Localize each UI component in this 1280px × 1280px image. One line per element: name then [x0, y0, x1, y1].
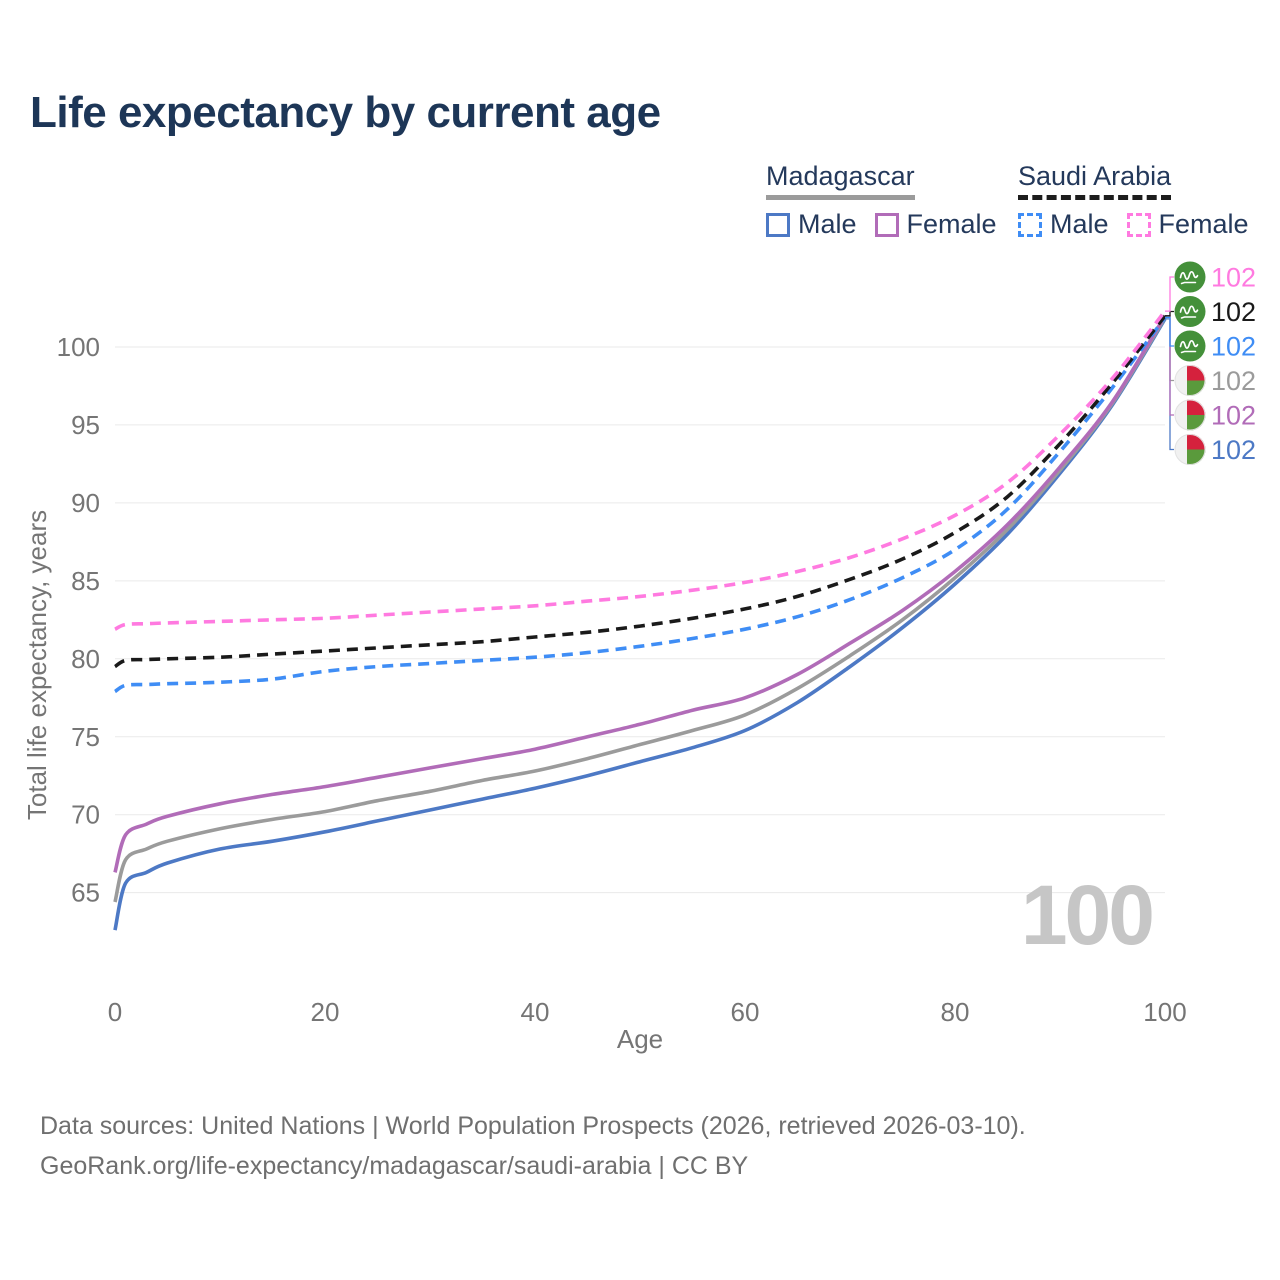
page-title: Life expectancy by current age: [30, 88, 661, 137]
y-axis-title: Total life expectancy, years: [22, 510, 52, 820]
x-tick-label-60: 60: [731, 997, 760, 1027]
series-line-sa_total: [113, 314, 1167, 669]
flag-saudi-arabia-icon: [1174, 330, 1206, 362]
end-value-label-sa_female: 102: [1211, 263, 1256, 293]
end-label-connector-sa_female: [1165, 276, 1174, 312]
end-label-connector-sa_total: [1165, 310, 1174, 317]
x-tick-label-20: 20: [311, 997, 340, 1027]
series-line-mg_female: [113, 314, 1167, 873]
legend-group-madagascar: Madagascar Male Female: [766, 161, 1015, 240]
legend-row-madagascar: Male Female: [766, 209, 1015, 240]
legend-header-madagascar[interactable]: Madagascar: [766, 161, 915, 200]
end-value-label-mg_male: 102: [1211, 435, 1256, 465]
legend-group-saudi-arabia: Saudi Arabia Male Female: [1018, 161, 1267, 240]
series-line-mg_male: [113, 317, 1167, 931]
flag-saudi-arabia-icon: [1174, 296, 1206, 327]
x-tick-label-80: 80: [941, 997, 970, 1027]
legend-item-saudi-arabia-male[interactable]: Male: [1018, 209, 1109, 240]
x-tick-label-100: 100: [1143, 997, 1186, 1027]
series-line-sa_male: [114, 316, 1167, 694]
legend-label-madagascar-male: Male: [798, 209, 857, 239]
series-line-sa_female: [114, 309, 1167, 631]
series-line-mg_total: [113, 316, 1167, 903]
end-value-label-mg_total: 102: [1211, 366, 1256, 396]
flag-saudi-arabia-icon: [1174, 261, 1206, 293]
legend-label-madagascar-female: Female: [906, 209, 997, 239]
end-value-label-mg_female: 102: [1211, 401, 1256, 431]
legend-label-saudi-arabia-female: Female: [1158, 209, 1249, 239]
footer-attribution-line: GeoRank.org/life-expectancy/madagascar/s…: [40, 1152, 749, 1180]
end-value-label-sa_male: 102: [1211, 332, 1256, 362]
y-tick-label-65: 65: [71, 878, 100, 908]
legend-header-saudi-arabia[interactable]: Saudi Arabia: [1018, 161, 1172, 200]
x-tick-label-40: 40: [521, 997, 550, 1027]
legend-row-saudi-arabia: Male Female: [1018, 209, 1267, 240]
legend-item-saudi-arabia-female[interactable]: Female: [1126, 209, 1249, 240]
legend-item-madagascar-female[interactable]: Female: [874, 209, 997, 240]
legend-swatch-saudi-arabia-female: [1126, 212, 1151, 237]
y-tick-label-100: 100: [57, 332, 100, 362]
legend-swatch-madagascar-male: [766, 212, 790, 237]
legend-swatch-saudi-arabia-male: [1018, 212, 1042, 237]
current-age-watermark: 100: [1021, 868, 1152, 962]
legend-swatch-madagascar-female: [874, 212, 899, 237]
end-label-connector-sa_male: [1165, 316, 1174, 347]
data-source-footer: Data sources: United Nations | World Pop…: [40, 1106, 1026, 1186]
legend-label-saudi-arabia-male: Male: [1050, 209, 1109, 239]
flag-madagascar-icon: [1174, 434, 1206, 465]
flag-madagascar-icon: [1174, 399, 1206, 431]
footer-sources-line: Data sources: United Nations | World Pop…: [40, 1112, 1026, 1140]
y-tick-label-70: 70: [71, 800, 100, 830]
y-tick-label-95: 95: [71, 410, 100, 440]
y-tick-label-80: 80: [71, 644, 100, 674]
x-axis-title: Age: [617, 1024, 663, 1054]
flag-madagascar-icon: [1174, 365, 1206, 396]
y-tick-label-90: 90: [71, 488, 100, 518]
legend-item-madagascar-male[interactable]: Male: [766, 209, 857, 240]
y-tick-label-85: 85: [71, 566, 100, 596]
y-tick-label-75: 75: [71, 722, 100, 752]
end-value-label-sa_total: 102: [1211, 297, 1256, 327]
x-tick-label-0: 0: [108, 997, 122, 1027]
